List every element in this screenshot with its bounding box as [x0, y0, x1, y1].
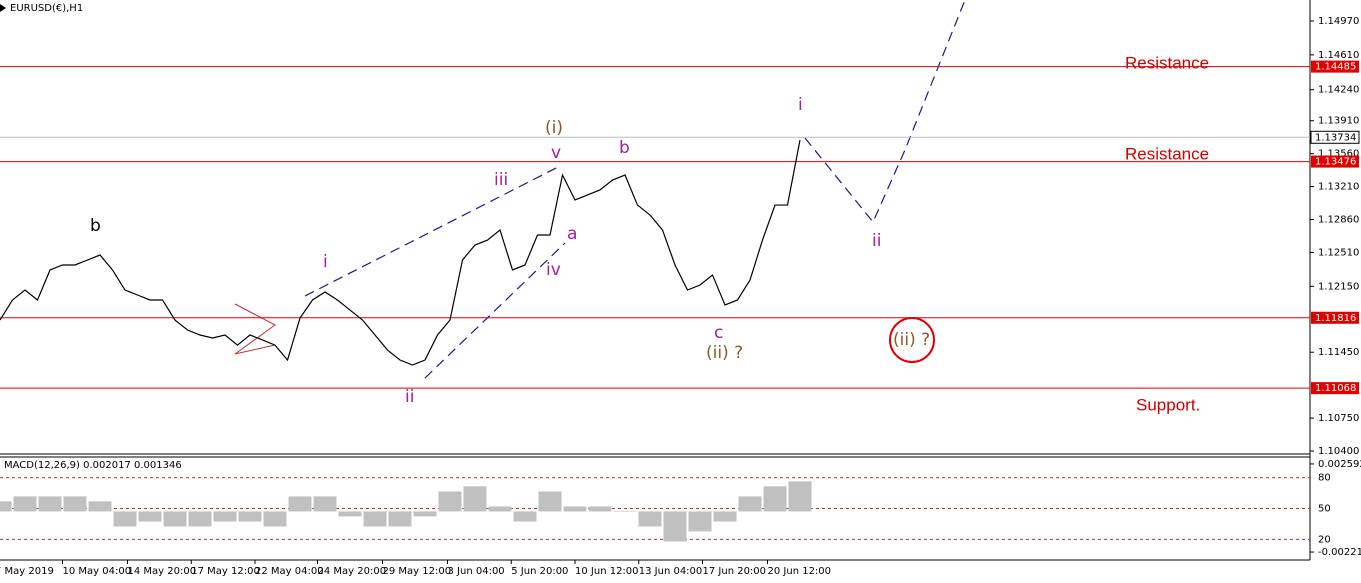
- level-tag: [1311, 382, 1359, 395]
- wave-label: iv: [546, 260, 561, 280]
- macd-bar: [213, 511, 237, 522]
- y-tick-label: 0.002592: [1318, 459, 1361, 470]
- x-tick-label: 7 May 2019: [0, 566, 54, 577]
- macd-bar: [88, 501, 112, 512]
- y-tick-label: 1.12860: [1318, 215, 1359, 226]
- y-tick-label: 1.13910: [1318, 116, 1359, 127]
- x-tick-label: 22 May 04:00: [255, 566, 324, 577]
- macd-bar: [288, 496, 312, 512]
- trend-lines: [304, 0, 966, 379]
- macd-bar: [738, 496, 762, 512]
- macd-bar: [788, 481, 812, 512]
- x-tick-label: 20 Jun 12:00: [768, 566, 832, 577]
- macd-bar: [613, 511, 637, 512]
- level-label: Resistance: [1125, 144, 1209, 163]
- last-price-label: 1.13734: [1315, 132, 1356, 143]
- x-tick-label: 29 May 12:00: [383, 566, 452, 577]
- macd-bar: [488, 506, 512, 512]
- y2-tick-label: 50: [1318, 504, 1331, 515]
- wave-label: i: [798, 95, 803, 115]
- level-tag: [1311, 311, 1359, 324]
- y2-tick-label: 80: [1318, 473, 1331, 484]
- y-tick-label: 1.10400: [1318, 446, 1359, 457]
- macd-bar: [313, 496, 337, 512]
- macd-bar: [538, 491, 562, 512]
- symbol-title: EURUSD(€),H1: [10, 3, 83, 14]
- macd-bar: [63, 496, 87, 512]
- wave-label: (i): [545, 118, 563, 138]
- y-tick-label: 1.14970: [1318, 16, 1359, 27]
- macd-bar: [588, 506, 612, 512]
- wave-label: c: [714, 323, 723, 343]
- macd-bar: [163, 511, 187, 527]
- x-tick-label: 10 May 04:00: [63, 566, 132, 577]
- macd-bar: [438, 491, 462, 512]
- level-tag-label: 1.13476: [1315, 157, 1356, 168]
- last-price-tag: [1310, 130, 1360, 144]
- symbol-icon: [0, 4, 6, 12]
- y-tick-label: 1.11450: [1318, 347, 1359, 358]
- macd-bar: [13, 496, 37, 512]
- wave-label: a: [567, 224, 577, 244]
- level-tag-label: 1.14485: [1315, 62, 1356, 73]
- macd-bar: [263, 511, 287, 527]
- level-tag-label: 1.11816: [1315, 313, 1356, 324]
- macd-bar: [688, 511, 712, 532]
- y-tick-label: 1.13210: [1318, 182, 1359, 193]
- macd-bar: [363, 511, 387, 527]
- y-tick-label: 1.12510: [1318, 247, 1359, 258]
- macd-bar: [0, 501, 12, 512]
- indicator-title: MACD(12,26,9) 0.002017 0.001346: [4, 460, 182, 471]
- wave-label: b: [619, 138, 630, 158]
- wave-label: b: [90, 216, 101, 236]
- wave-label: v: [551, 143, 561, 163]
- level-label: Support.: [1136, 395, 1200, 414]
- macd-bar: [238, 511, 262, 522]
- x-tick-label: 17 May 12:00: [191, 566, 260, 577]
- macd-bar: [388, 511, 412, 527]
- macd-bar: [188, 511, 212, 527]
- y2-tick-label: 20: [1318, 534, 1331, 545]
- x-tick-label: 14 May 20:00: [128, 566, 197, 577]
- x-tick-label: 24 May 20:00: [318, 566, 387, 577]
- macd-bar: [663, 511, 687, 542]
- y-tick-label: 1.14610: [1318, 50, 1359, 61]
- x-tick-label: 17 Jun 20:00: [703, 566, 767, 577]
- wave-label: i: [323, 252, 328, 272]
- macd-bar: [113, 511, 137, 527]
- x-tick-label: 10 Jun 12:00: [575, 566, 639, 577]
- price-line: [0, 139, 801, 366]
- x-tick-label: 3 Jun 04:00: [448, 566, 505, 577]
- macd-bar: [638, 511, 662, 527]
- macd-bar: [413, 511, 437, 517]
- level-tag: [1311, 60, 1359, 73]
- macd-bar: [513, 511, 537, 522]
- y-tick-label: 1.12150: [1318, 281, 1359, 292]
- macd-bar: [138, 511, 162, 522]
- y-tick-label: 1.14240: [1318, 85, 1359, 96]
- wave-label: (ii) ?: [893, 330, 930, 350]
- x-tick-label: 13 Jun 04:00: [639, 566, 703, 577]
- wave-label: ii: [872, 231, 881, 251]
- y-tick-label: 1.10750: [1318, 413, 1359, 424]
- wave-label: (ii) ?: [706, 343, 743, 363]
- level-label: Resistance: [1125, 53, 1209, 72]
- macd-bar: [713, 511, 737, 522]
- macd-bar: [563, 506, 587, 512]
- macd-bar: [38, 496, 62, 512]
- y-tick-label: -0.002216: [1318, 547, 1361, 558]
- x-tick-label: 5 Jun 20:00: [511, 566, 568, 577]
- y-tick-label: 1.13560: [1318, 149, 1359, 160]
- level-tag: [1311, 155, 1359, 168]
- macd-bar: [763, 486, 787, 512]
- macd-bar: [463, 486, 487, 512]
- wave-label: iii: [494, 170, 508, 190]
- wedge-lines: [234, 303, 276, 355]
- macd-bar: [338, 511, 362, 517]
- wave-label: ii: [405, 387, 414, 407]
- level-tag-label: 1.11068: [1315, 383, 1356, 394]
